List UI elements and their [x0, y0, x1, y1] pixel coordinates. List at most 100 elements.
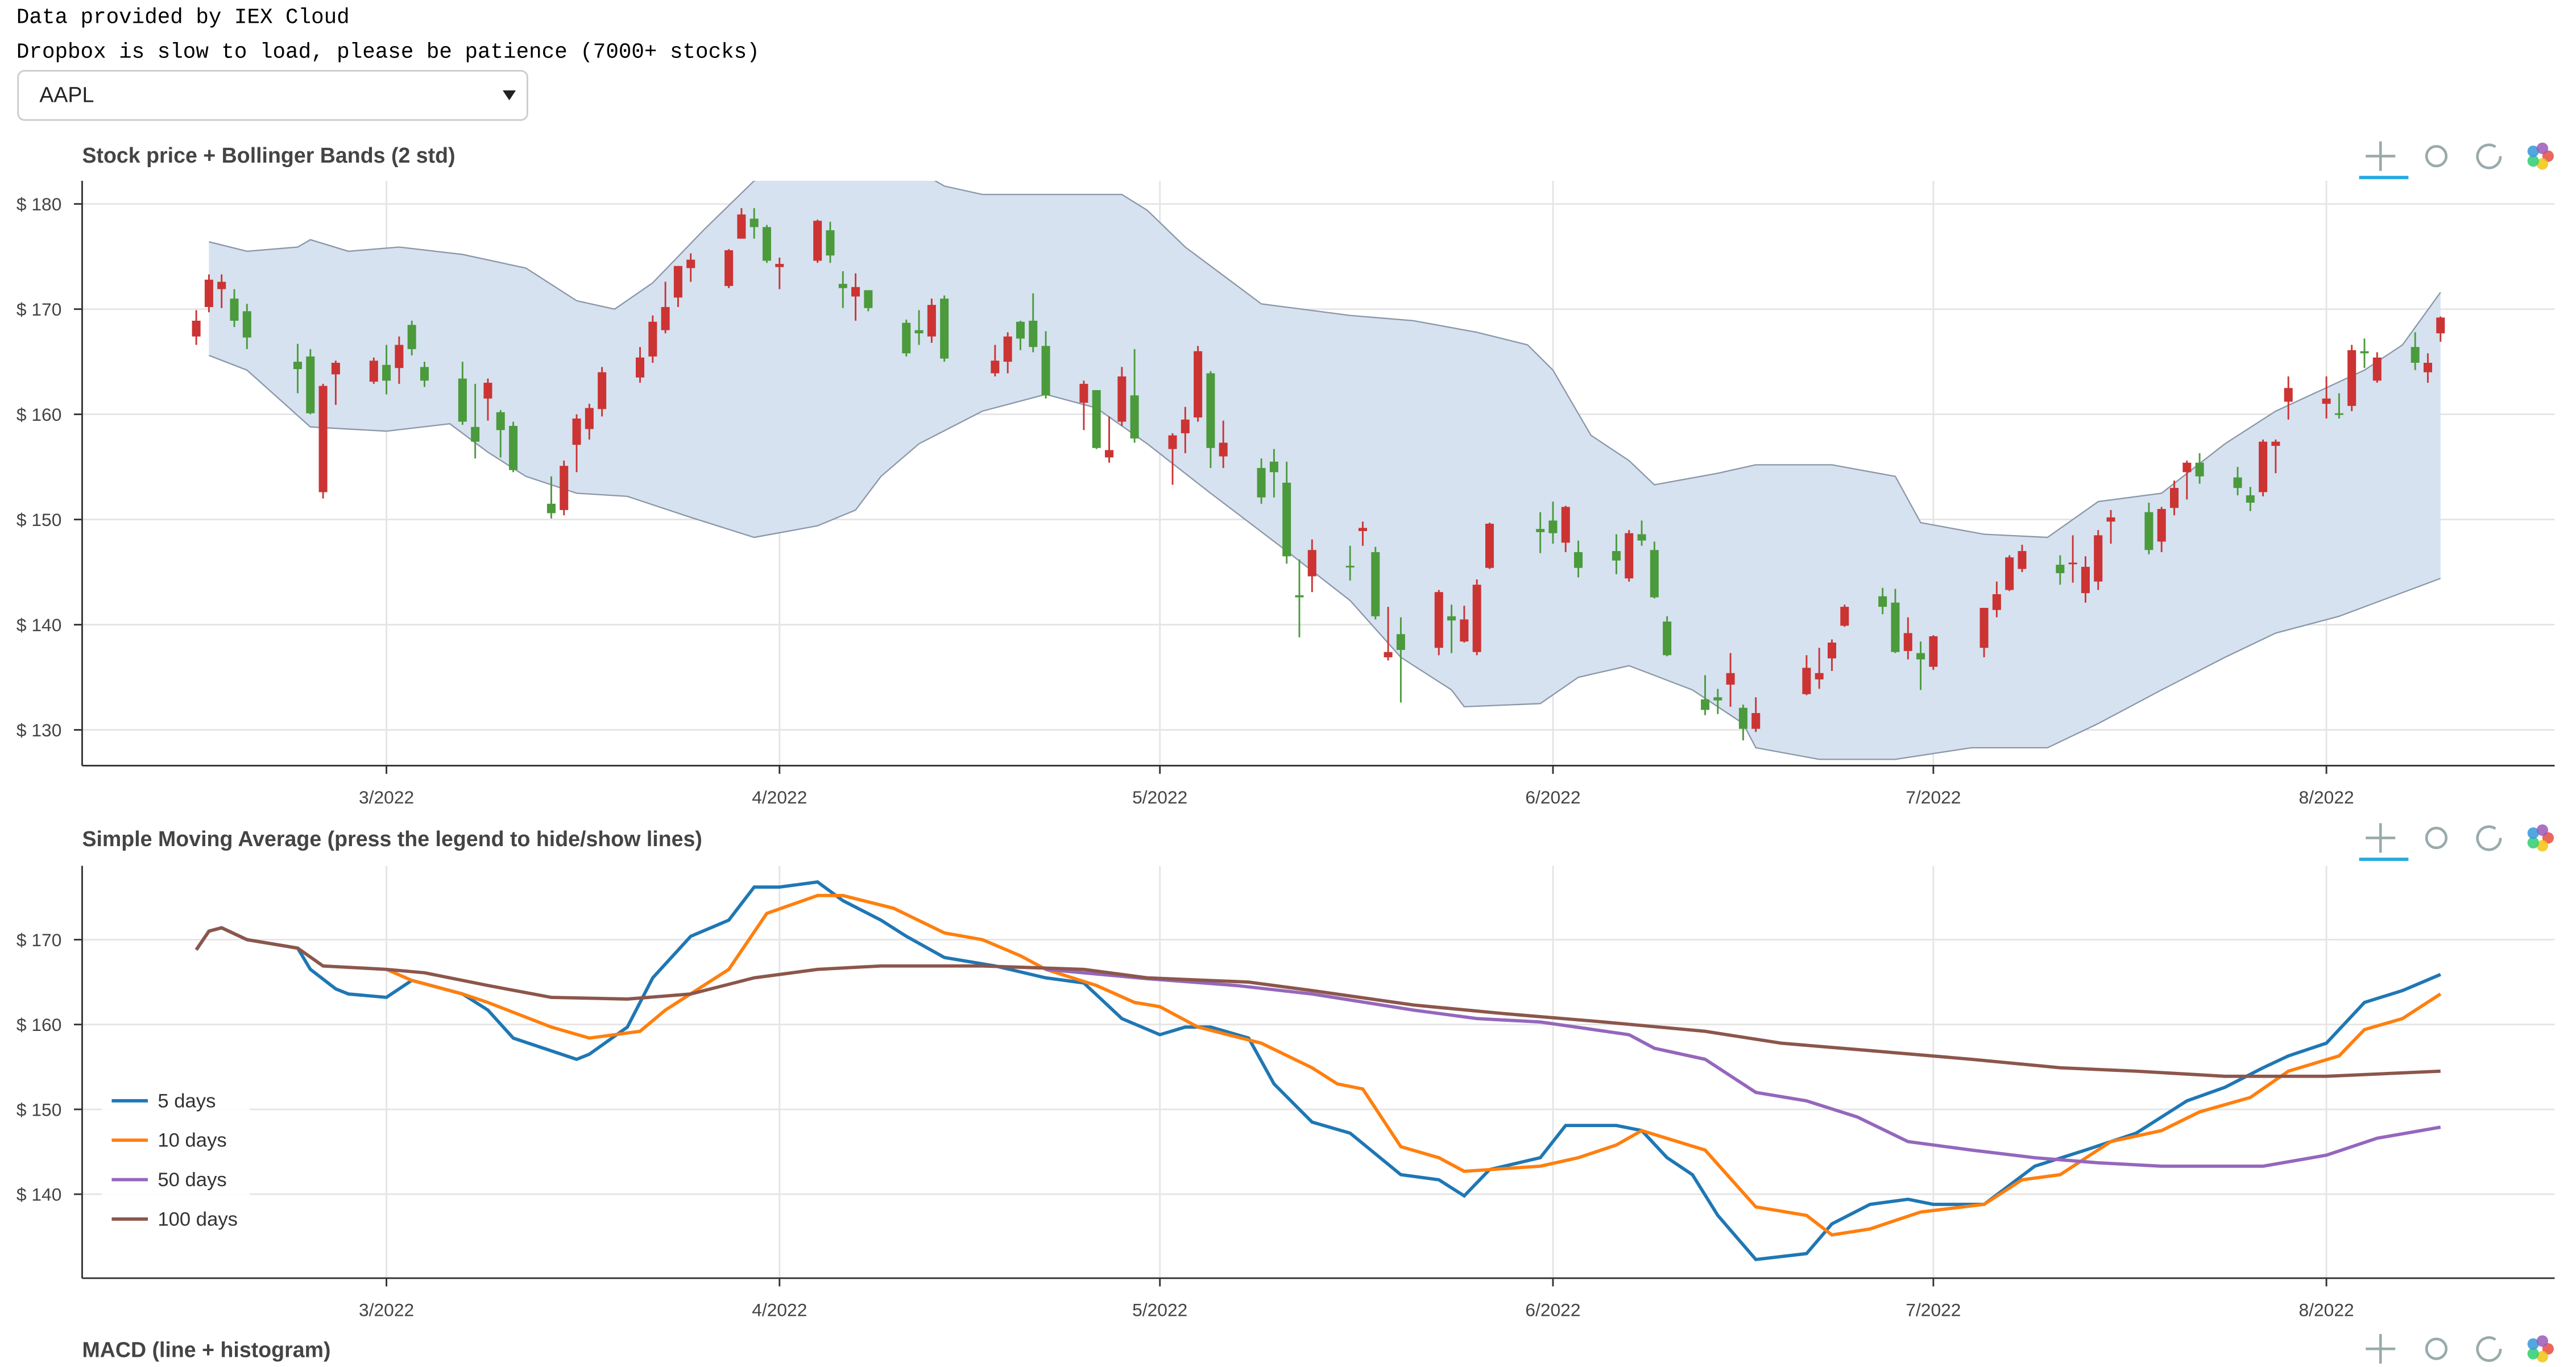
- candle-body: [1003, 336, 1012, 362]
- candle-body: [2068, 562, 2077, 565]
- candle-body: [775, 264, 784, 267]
- candle-body: [1561, 507, 1570, 543]
- candle-body: [560, 466, 569, 510]
- candle-body: [2271, 441, 2280, 446]
- dropdown-arrow[interactable]: [503, 90, 516, 101]
- candle-body: [1130, 395, 1139, 439]
- chart-title: Stock price + Bollinger Bands (2 std): [82, 143, 455, 167]
- legend-item[interactable]: 50 days: [111, 1169, 227, 1191]
- toolbars: [2359, 141, 2554, 1364]
- candle-body: [813, 221, 822, 261]
- bokeh-logo: [2527, 146, 2539, 158]
- candle-body: [826, 230, 835, 256]
- candle-body: [420, 367, 429, 381]
- pan-tool[interactable]: [2366, 141, 2396, 171]
- zoom-tool[interactable]: [2425, 826, 2448, 850]
- candle-body: [1738, 707, 1747, 729]
- toolbar: [2359, 823, 2554, 861]
- legend-label[interactable]: 5 days: [158, 1090, 216, 1112]
- dropdown-box[interactable]: [17, 69, 528, 121]
- candle-body: [1434, 592, 1443, 648]
- reset-tool[interactable]: [2476, 1336, 2502, 1362]
- candle-body: [2436, 317, 2445, 334]
- candle-body: [636, 357, 645, 378]
- candle-body: [306, 356, 315, 413]
- y-tick-label: $ 150: [16, 509, 62, 530]
- candle-body: [242, 311, 251, 338]
- x-tick-label: 5/2022: [1132, 787, 1187, 807]
- legend-item[interactable]: 10 days: [111, 1130, 227, 1151]
- pan-tool[interactable]: [2366, 823, 2396, 853]
- bokeh-logo: [2536, 1351, 2549, 1362]
- candle-body: [1625, 533, 1634, 579]
- candle-body: [509, 425, 518, 470]
- candle-body: [407, 325, 416, 349]
- candle-body: [585, 408, 594, 429]
- candle-body: [331, 362, 340, 375]
- candle-body: [2157, 509, 2166, 542]
- sma-line: [386, 894, 2442, 1237]
- candle-body: [2246, 495, 2255, 503]
- candle-body: [1460, 619, 1469, 642]
- candle-body: [230, 299, 239, 321]
- sma-line: [194, 926, 2441, 1078]
- zoom-tool[interactable]: [2425, 1337, 2448, 1360]
- reset-tool[interactable]: [2476, 143, 2502, 169]
- bokeh-logo: [2536, 824, 2549, 836]
- chart-title: MACD (line + histogram): [82, 1338, 330, 1362]
- candle-body: [1548, 520, 1558, 533]
- pan-tool[interactable]: [2366, 1334, 2396, 1364]
- x-tick-label: 4/2022: [752, 1299, 807, 1320]
- bokeh-logo: [2527, 836, 2539, 849]
- candle-body: [1726, 673, 1735, 685]
- plot-area: [194, 880, 2442, 1262]
- candle-body: [927, 305, 936, 337]
- stock-dropdown[interactable]: AAPL: [17, 69, 528, 121]
- legend-label[interactable]: 100 days: [158, 1208, 238, 1230]
- candle-body: [496, 412, 505, 430]
- candle-body: [2195, 462, 2204, 477]
- candle-body: [2094, 535, 2103, 582]
- candle-body: [1206, 373, 1215, 448]
- x-tick-label: 6/2022: [1525, 787, 1580, 807]
- candle-body: [1447, 616, 1456, 621]
- candle-body: [1916, 653, 1925, 660]
- candle-body: [382, 364, 391, 381]
- candle-body: [1092, 390, 1101, 448]
- candle-body: [318, 386, 328, 492]
- zoom-tool[interactable]: [2425, 144, 2448, 168]
- candle-body: [686, 259, 695, 268]
- legend-item[interactable]: 100 days: [111, 1208, 238, 1230]
- candle-body: [1827, 643, 1837, 658]
- candle-body: [762, 227, 772, 261]
- candle-body: [1815, 673, 1824, 680]
- candle-body: [471, 426, 480, 442]
- candle-body: [1345, 565, 1355, 567]
- dropdown-value[interactable]: AAPL: [39, 82, 94, 106]
- candle-body: [724, 250, 734, 286]
- candle-body: [2322, 398, 2331, 404]
- sma-line: [1045, 967, 2441, 1168]
- candle-body: [1041, 346, 1050, 396]
- candle-body: [2259, 441, 2268, 492]
- x-tick-label: 7/2022: [1906, 1299, 1961, 1320]
- candle-body: [204, 279, 213, 307]
- candle-body: [1701, 699, 1710, 710]
- candle-body: [1574, 552, 1583, 568]
- band-line: [209, 180, 2441, 538]
- legend-item[interactable]: 5 days: [111, 1090, 216, 1112]
- x-tick-label: 3/2022: [359, 1299, 414, 1320]
- candle-body: [1295, 595, 1304, 598]
- legend-label[interactable]: 10 days: [158, 1130, 226, 1151]
- reset-tool[interactable]: [2476, 825, 2502, 851]
- candle-body: [1371, 552, 1380, 616]
- candle-body: [1485, 523, 1494, 568]
- candle-body: [1536, 529, 1545, 532]
- x-tick-label: 8/2022: [2299, 1299, 2354, 1320]
- candle-body: [1713, 697, 1722, 701]
- candle-body: [293, 362, 303, 370]
- toolbar: [2366, 1334, 2554, 1364]
- legend-label[interactable]: 50 days: [158, 1169, 226, 1191]
- candle-body: [1929, 636, 1938, 667]
- candle-body: [2170, 488, 2179, 508]
